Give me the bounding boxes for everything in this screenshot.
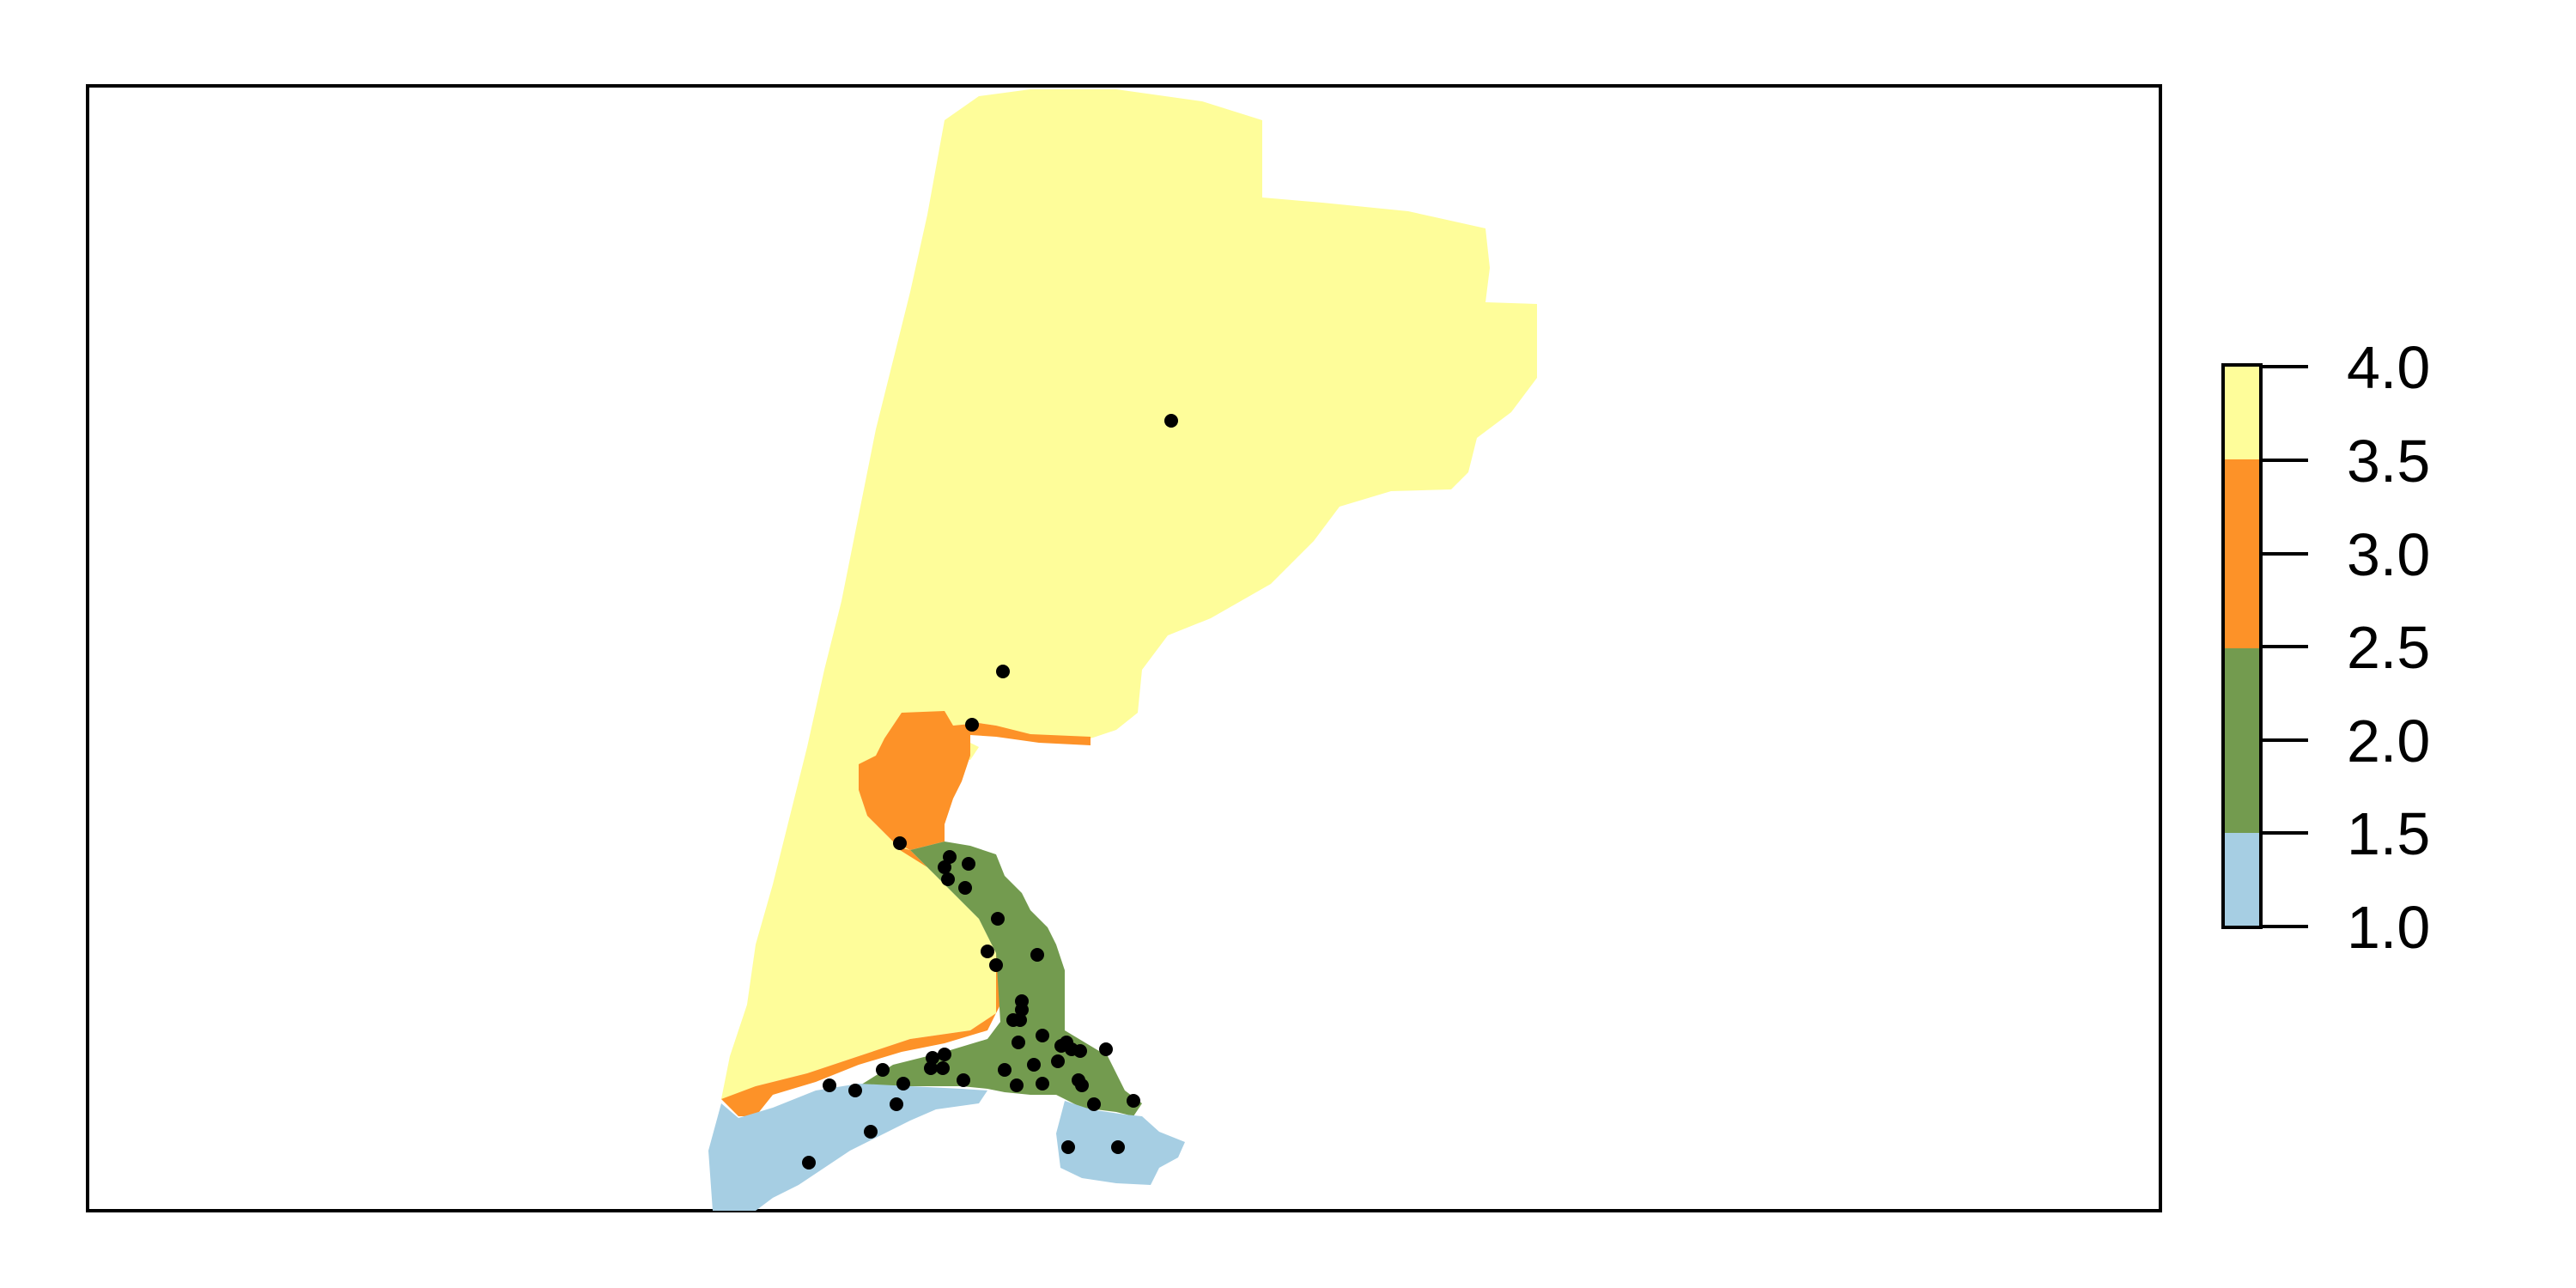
occurrence-point xyxy=(958,881,972,895)
occurrence-point xyxy=(1164,414,1178,428)
occurrence-point xyxy=(1036,1077,1049,1091)
occurrence-point xyxy=(941,872,955,886)
region-class-4 xyxy=(721,89,1537,1099)
occurrence-point xyxy=(938,860,951,874)
occurrence-point xyxy=(1036,1029,1049,1042)
occurrence-point xyxy=(1015,1003,1029,1017)
legend-tick-label-3-0: 3.0 xyxy=(2347,521,2430,588)
occurrence-point xyxy=(1027,1058,1041,1072)
occurrence-point xyxy=(989,958,1003,972)
legend-tick-label-3-5: 3.5 xyxy=(2347,428,2430,495)
occurrence-point xyxy=(1012,1036,1025,1049)
legend-tick-label-2-0: 2.0 xyxy=(2347,708,2430,775)
occurrence-point xyxy=(938,1048,951,1061)
occurrence-point xyxy=(876,1063,890,1077)
region-class-1 xyxy=(708,1084,1185,1211)
occurrence-point xyxy=(924,1061,938,1075)
occurrence-point xyxy=(981,945,994,958)
legend-swatch-class-1 xyxy=(2223,833,2261,927)
occurrence-point xyxy=(965,718,979,732)
region-class-3 xyxy=(721,711,1091,1116)
occurrence-point xyxy=(890,1097,903,1111)
occurrence-point xyxy=(1087,1097,1101,1111)
occurrence-point xyxy=(943,850,957,864)
legend-tick-label-1-5: 1.5 xyxy=(2347,800,2430,867)
occurrence-point xyxy=(1006,1013,1020,1027)
occurrence-point xyxy=(936,1061,950,1075)
legend-swatch-class-2 xyxy=(2223,648,2261,833)
occurrence-point xyxy=(996,665,1010,678)
occurrence-point xyxy=(1010,1078,1024,1092)
occurrence-point xyxy=(893,836,907,850)
occurrence-point xyxy=(1061,1140,1075,1154)
legend: 4.0 3.5 3.0 2.5 2.0 1.5 1.0 xyxy=(2221,334,2430,961)
occurrence-point xyxy=(962,857,975,871)
occurrence-point xyxy=(1111,1140,1125,1154)
occurrence-point xyxy=(998,1063,1012,1077)
legend-swatch-class-4 xyxy=(2223,365,2261,459)
occurrence-point xyxy=(991,912,1005,926)
occurrence-point xyxy=(1030,948,1044,962)
occurrence-point xyxy=(926,1051,939,1065)
occurrence-point xyxy=(1099,1042,1113,1056)
occurrence-point xyxy=(802,1156,816,1170)
legend-tick-label-4-0: 4.0 xyxy=(2347,334,2430,401)
occurrence-point xyxy=(1073,1044,1087,1058)
occurrence-point xyxy=(848,1084,862,1097)
legend-swatch-class-3 xyxy=(2223,459,2261,648)
legend-tick-label-1-0: 1.0 xyxy=(2347,894,2430,961)
occurrence-point xyxy=(1075,1078,1089,1092)
occurrence-points xyxy=(802,414,1178,1170)
legend-tick-label-2-5: 2.5 xyxy=(2347,614,2430,681)
occurrence-point xyxy=(957,1073,970,1087)
occurrence-point xyxy=(823,1078,836,1092)
occurrence-point xyxy=(896,1077,910,1091)
occurrence-point xyxy=(864,1125,878,1139)
occurrence-point xyxy=(1060,1036,1073,1049)
occurrence-point xyxy=(1051,1054,1065,1068)
occurrence-point xyxy=(1127,1094,1140,1108)
